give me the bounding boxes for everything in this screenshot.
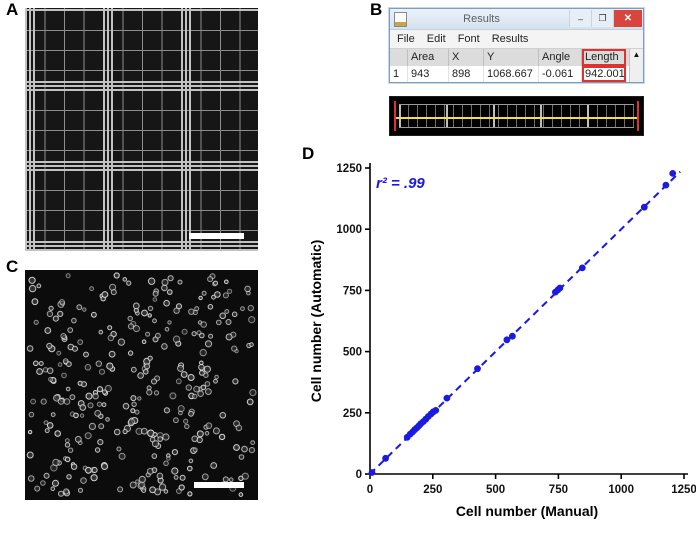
panel-c-label: C xyxy=(6,257,19,276)
menu-bar: File Edit Font Results xyxy=(390,30,643,49)
cell-length: 942.001 xyxy=(582,66,626,82)
svg-text:1250: 1250 xyxy=(336,163,362,175)
panel-a-label: A xyxy=(6,0,19,19)
table-scrollbar[interactable]: ▲ xyxy=(629,49,643,82)
menu-item-edit[interactable]: Edit xyxy=(426,33,446,45)
endpoint-marker-right xyxy=(637,101,639,131)
minimize-button[interactable]: – xyxy=(569,10,591,27)
menu-item-font[interactable]: Font xyxy=(457,33,480,45)
measurement-strip-image xyxy=(389,96,644,136)
svg-text:750: 750 xyxy=(549,484,568,496)
table-header-row: Area X Y Angle Length xyxy=(390,49,630,66)
svg-text:r² = .99: r² = .99 xyxy=(376,175,425,192)
menu-item-file[interactable]: File xyxy=(397,33,415,45)
results-window: Results – ❐ ✕ File Edit Font Results Are… xyxy=(389,8,644,83)
imagej-icon xyxy=(394,11,407,27)
panel-d-label: D xyxy=(302,144,315,163)
column-header-index xyxy=(390,49,408,66)
cell-dots-layer xyxy=(26,272,257,497)
svg-text:500: 500 xyxy=(343,347,362,359)
window-title: Results xyxy=(463,13,500,25)
panel-b-label: B xyxy=(370,0,383,19)
svg-text:0: 0 xyxy=(367,484,373,496)
column-header-x: X xyxy=(449,49,484,66)
svg-text:Cell number (Automatic): Cell number (Automatic) xyxy=(308,240,324,403)
cell-x: 898 xyxy=(449,66,484,82)
scatter-plot: 0 250 500 750 1000 1250 0 250 500 750 1000 1250 r² =… xyxy=(308,163,696,519)
correlation-chart: 0 250 500 750 1000 1250 0 250 500 750 1000 1250 r² =… xyxy=(306,150,696,532)
maximize-button[interactable]: ❐ xyxy=(591,10,613,27)
close-button[interactable]: ✕ xyxy=(613,10,642,27)
column-header-angle: Angle xyxy=(539,49,582,66)
svg-text:0: 0 xyxy=(356,469,362,481)
window-controls: – ❐ ✕ xyxy=(569,10,642,27)
cell-index: 1 xyxy=(390,66,408,82)
svg-text:1000: 1000 xyxy=(608,484,634,496)
svg-text:750: 750 xyxy=(343,285,362,297)
svg-text:250: 250 xyxy=(343,408,362,420)
column-header-length: Length xyxy=(582,49,626,66)
grid-ruler-band xyxy=(399,104,634,128)
cell-micrograph xyxy=(25,270,258,500)
measurement-line xyxy=(395,117,638,119)
results-table: Area X Y Angle Length 1 943 898 1068.667… xyxy=(390,49,643,82)
svg-text:1000: 1000 xyxy=(336,224,362,236)
svg-text:250: 250 xyxy=(423,484,442,496)
column-header-area: Area xyxy=(408,49,449,66)
svg-text:1250: 1250 xyxy=(671,484,696,496)
results-window-titlebar: Results – ❐ ✕ xyxy=(390,9,643,30)
cell-angle: -0.061 xyxy=(539,66,582,82)
svg-text:Cell number (Manual): Cell number (Manual) xyxy=(456,503,598,519)
svg-text:500: 500 xyxy=(486,484,505,496)
hemocytometer-image xyxy=(25,8,258,251)
cell-y: 1068.667 xyxy=(484,66,539,82)
menu-item-results[interactable]: Results xyxy=(491,33,529,45)
scale-bar xyxy=(194,482,244,488)
scale-bar xyxy=(189,233,244,239)
scroll-up-icon[interactable]: ▲ xyxy=(632,50,641,59)
endpoint-marker-left xyxy=(394,101,396,131)
cell-area: 943 xyxy=(408,66,449,82)
table-row: 1 943 898 1068.667 -0.061 942.001 xyxy=(390,66,630,82)
column-header-y: Y xyxy=(484,49,539,66)
